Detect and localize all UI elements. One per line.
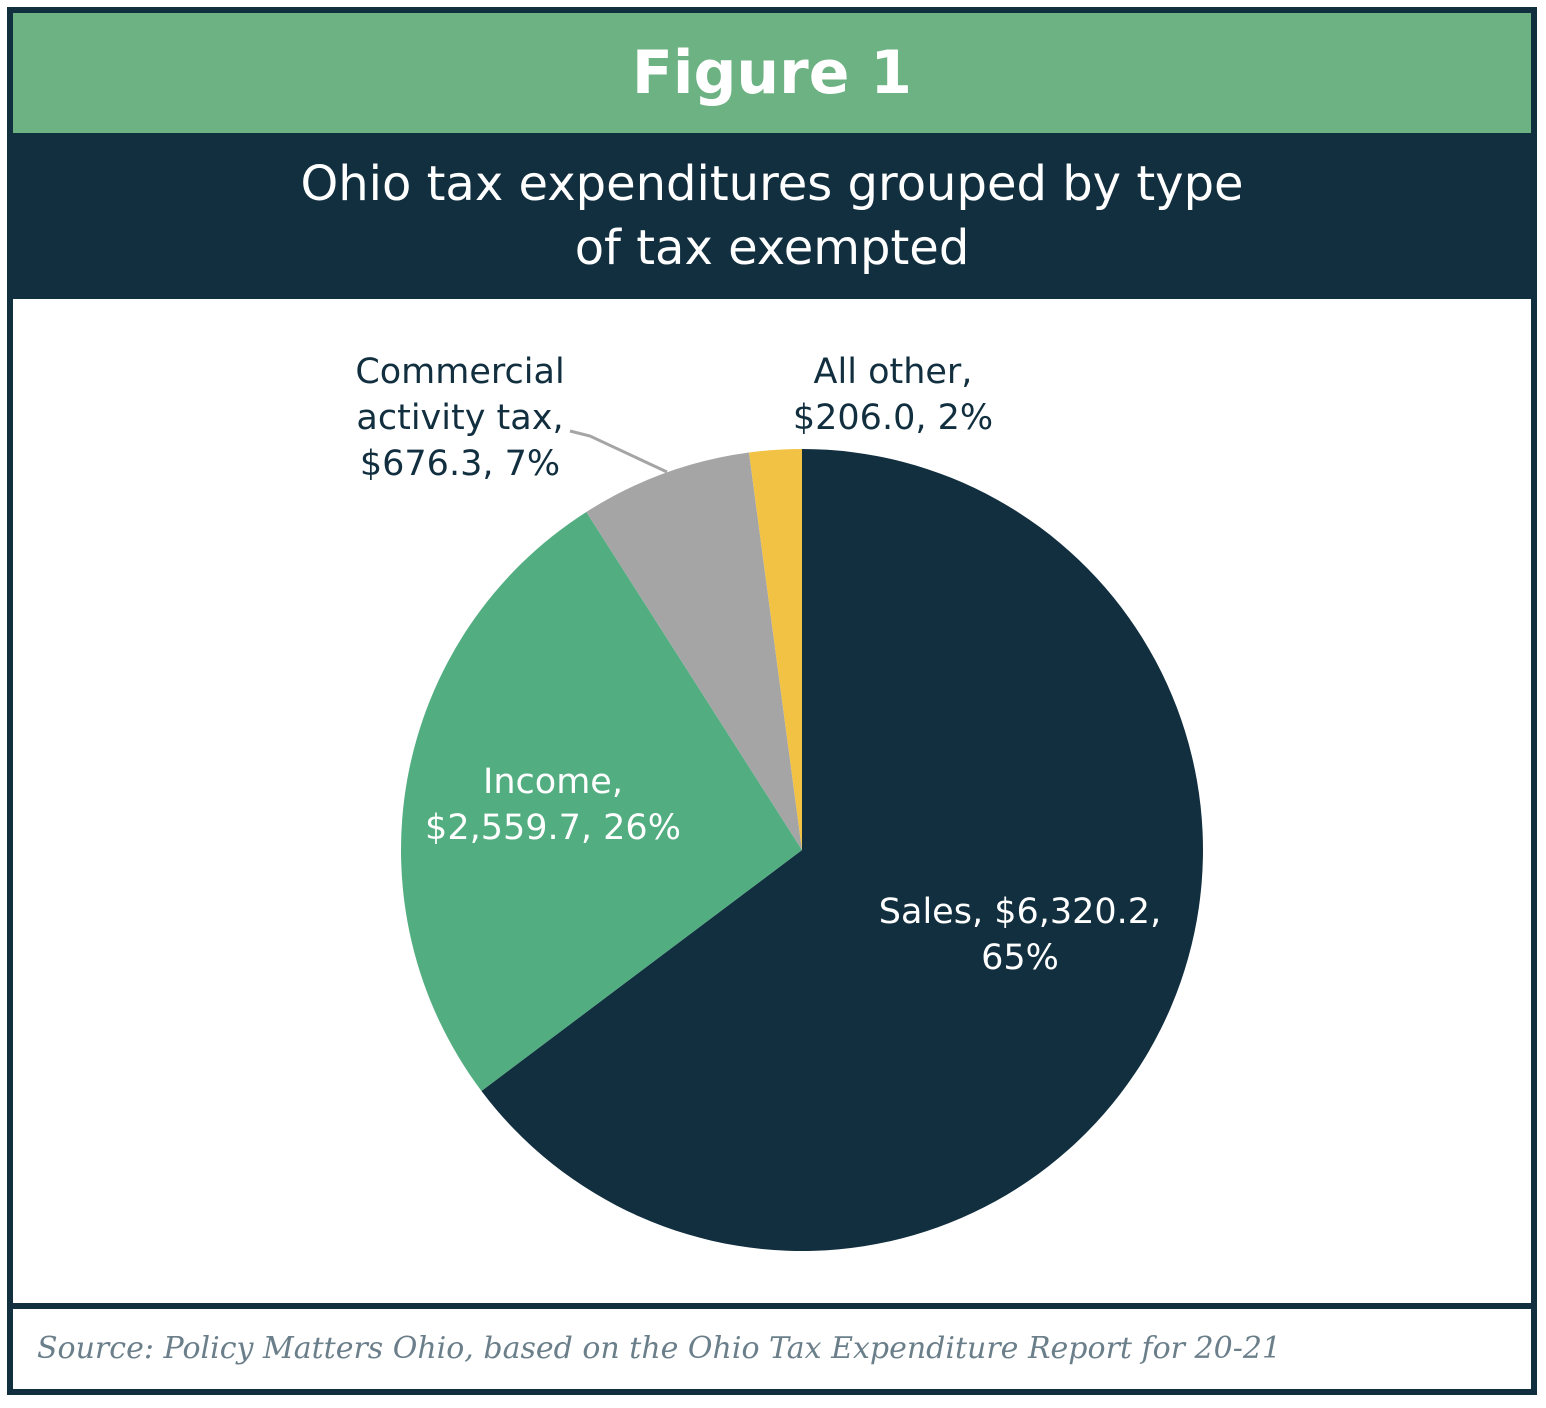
pie-slice-all-other xyxy=(748,449,802,850)
slice-label-income: Income, $2,559.7, 26% xyxy=(425,762,681,848)
pie-slice-income xyxy=(400,511,802,1091)
slice-label-line: $2,559.7, 26% xyxy=(425,808,681,848)
slice-label-line: Commercial xyxy=(355,352,564,392)
chart-title: Ohio tax expenditures grouped by type of… xyxy=(13,133,1531,299)
slice-label-line: Sales, $6,320.2, xyxy=(879,892,1161,932)
chart-title-line-1: Ohio tax expenditures grouped by type xyxy=(300,156,1244,212)
figure-frame: Figure 1 Ohio tax expenditures grouped b… xyxy=(7,7,1537,1395)
slice-label-line: 65% xyxy=(981,938,1059,978)
slice-label-line: $206.0, 2% xyxy=(793,398,993,438)
pie-slice-commercial-activity-tax xyxy=(586,452,802,850)
leader-line xyxy=(569,429,668,474)
slice-label-line: All other, xyxy=(814,352,973,392)
slice-label-line: Income, xyxy=(483,762,623,802)
figure-label: Figure 1 xyxy=(13,13,1531,133)
slice-label-line: activity tax, xyxy=(356,398,563,438)
pie-slice-sales xyxy=(481,449,1203,1251)
slice-label-line: $676.3, 7% xyxy=(360,444,560,484)
chart-area: Sales, $6,320.2, 65% Income, $2,559.7, 26% C… xyxy=(13,299,1531,1303)
slice-label-all-other: All other, $206.0, 2% xyxy=(793,352,993,438)
chart-title-line-2: of tax exempted xyxy=(574,220,970,276)
source-note: Source: Policy Matters Ohio, based on th… xyxy=(13,1303,1531,1389)
slice-label-sales: Sales, $6,320.2, 65% xyxy=(879,892,1161,978)
slice-label-commercial-activity-tax: Commercial activity tax, $676.3, 7% xyxy=(355,352,564,484)
pie-chart: Sales, $6,320.2, 65% Income, $2,559.7, 26% C… xyxy=(355,352,1203,1251)
